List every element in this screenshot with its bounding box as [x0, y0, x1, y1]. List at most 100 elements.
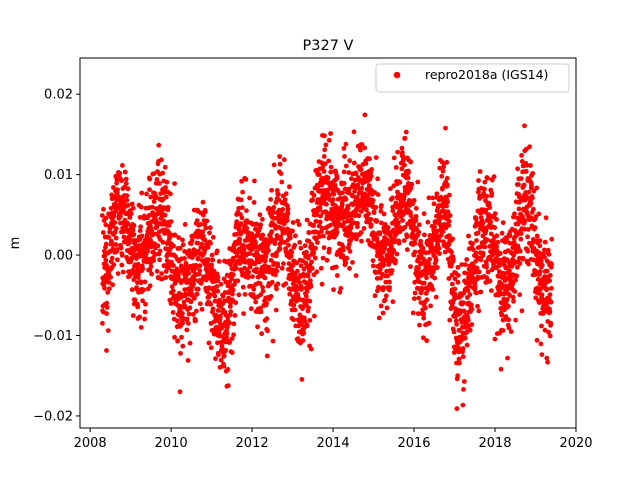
data-point: [359, 185, 365, 191]
data-point: [197, 263, 203, 269]
data-point: [354, 236, 359, 242]
data-point: [391, 155, 397, 161]
data-point: [324, 257, 330, 263]
data-point: [461, 308, 467, 314]
data-point: [105, 290, 111, 295]
data-point: [323, 142, 329, 148]
data-point: [235, 278, 241, 284]
data-point: [314, 269, 320, 275]
data-point: [327, 192, 332, 198]
data-point: [491, 174, 497, 180]
data-point: [462, 335, 468, 341]
data-point: [334, 175, 340, 181]
data-point: [542, 247, 547, 253]
data-point: [516, 206, 522, 212]
data-point: [277, 161, 283, 167]
data-point: [163, 185, 168, 190]
data-point: [542, 327, 548, 333]
data-point: [125, 202, 131, 208]
data-point: [130, 205, 136, 211]
data-point: [187, 305, 193, 311]
data-point: [294, 260, 300, 266]
data-point: [106, 235, 112, 240]
data-point: [163, 275, 169, 280]
x-tick-label: 2014: [317, 436, 350, 451]
data-point: [474, 290, 480, 296]
data-point: [378, 303, 384, 309]
data-point: [182, 303, 188, 309]
data-point: [103, 215, 109, 221]
data-point: [370, 197, 376, 203]
data-point: [401, 156, 406, 162]
data-point: [480, 220, 486, 226]
data-point: [307, 278, 313, 283]
data-point: [231, 332, 237, 338]
data-point: [115, 271, 121, 276]
data-point: [362, 112, 368, 118]
data-point: [483, 228, 489, 234]
data-point: [170, 288, 176, 294]
data-point: [192, 277, 198, 283]
data-point: [300, 338, 306, 343]
data-point: [364, 215, 370, 220]
data-point: [390, 299, 396, 305]
data-point: [454, 321, 459, 327]
data-point: [518, 231, 524, 237]
data-point: [289, 268, 295, 274]
data-point: [457, 360, 462, 366]
data-point: [454, 406, 460, 412]
data-point: [355, 182, 361, 188]
data-point: [497, 263, 502, 268]
data-point: [478, 289, 484, 295]
data-point: [136, 272, 141, 277]
data-point: [262, 263, 268, 268]
data-point: [199, 306, 205, 312]
data-point: [476, 178, 481, 183]
data-point: [484, 193, 490, 199]
data-point: [306, 238, 312, 244]
data-point: [194, 291, 200, 297]
data-point: [444, 182, 450, 188]
data-point: [129, 287, 135, 293]
data-point: [117, 214, 123, 220]
data-point: [194, 308, 199, 314]
data-point: [533, 214, 539, 220]
data-point: [113, 235, 119, 241]
data-point: [349, 217, 354, 223]
data-point: [340, 215, 346, 221]
data-point: [168, 301, 174, 306]
data-point: [474, 265, 480, 271]
data-point: [366, 183, 372, 189]
data-point: [260, 284, 265, 290]
data-point: [408, 159, 414, 165]
data-point: [366, 211, 371, 217]
data-point: [384, 305, 390, 311]
data-point: [327, 222, 333, 228]
data-point: [536, 211, 542, 217]
data-point: [440, 168, 446, 174]
data-point: [146, 213, 152, 218]
data-point: [472, 284, 478, 290]
data-point: [408, 264, 413, 269]
data-point: [361, 226, 367, 231]
data-point: [469, 322, 475, 327]
data-point: [106, 280, 112, 285]
data-point: [107, 286, 112, 292]
data-point: [513, 277, 518, 283]
data-point: [211, 268, 217, 274]
data-point: [531, 206, 536, 212]
data-point: [444, 159, 450, 165]
data-point: [299, 286, 304, 292]
data-point: [451, 329, 457, 335]
data-point: [496, 274, 501, 279]
data-point: [260, 288, 266, 294]
data-point: [422, 232, 427, 238]
data-point: [258, 292, 264, 298]
data-point: [190, 312, 196, 317]
data-point: [215, 340, 220, 346]
data-point: [376, 284, 381, 290]
data-point: [210, 257, 216, 263]
data-point: [147, 283, 153, 289]
data-point: [389, 244, 394, 249]
data-point: [507, 268, 512, 273]
